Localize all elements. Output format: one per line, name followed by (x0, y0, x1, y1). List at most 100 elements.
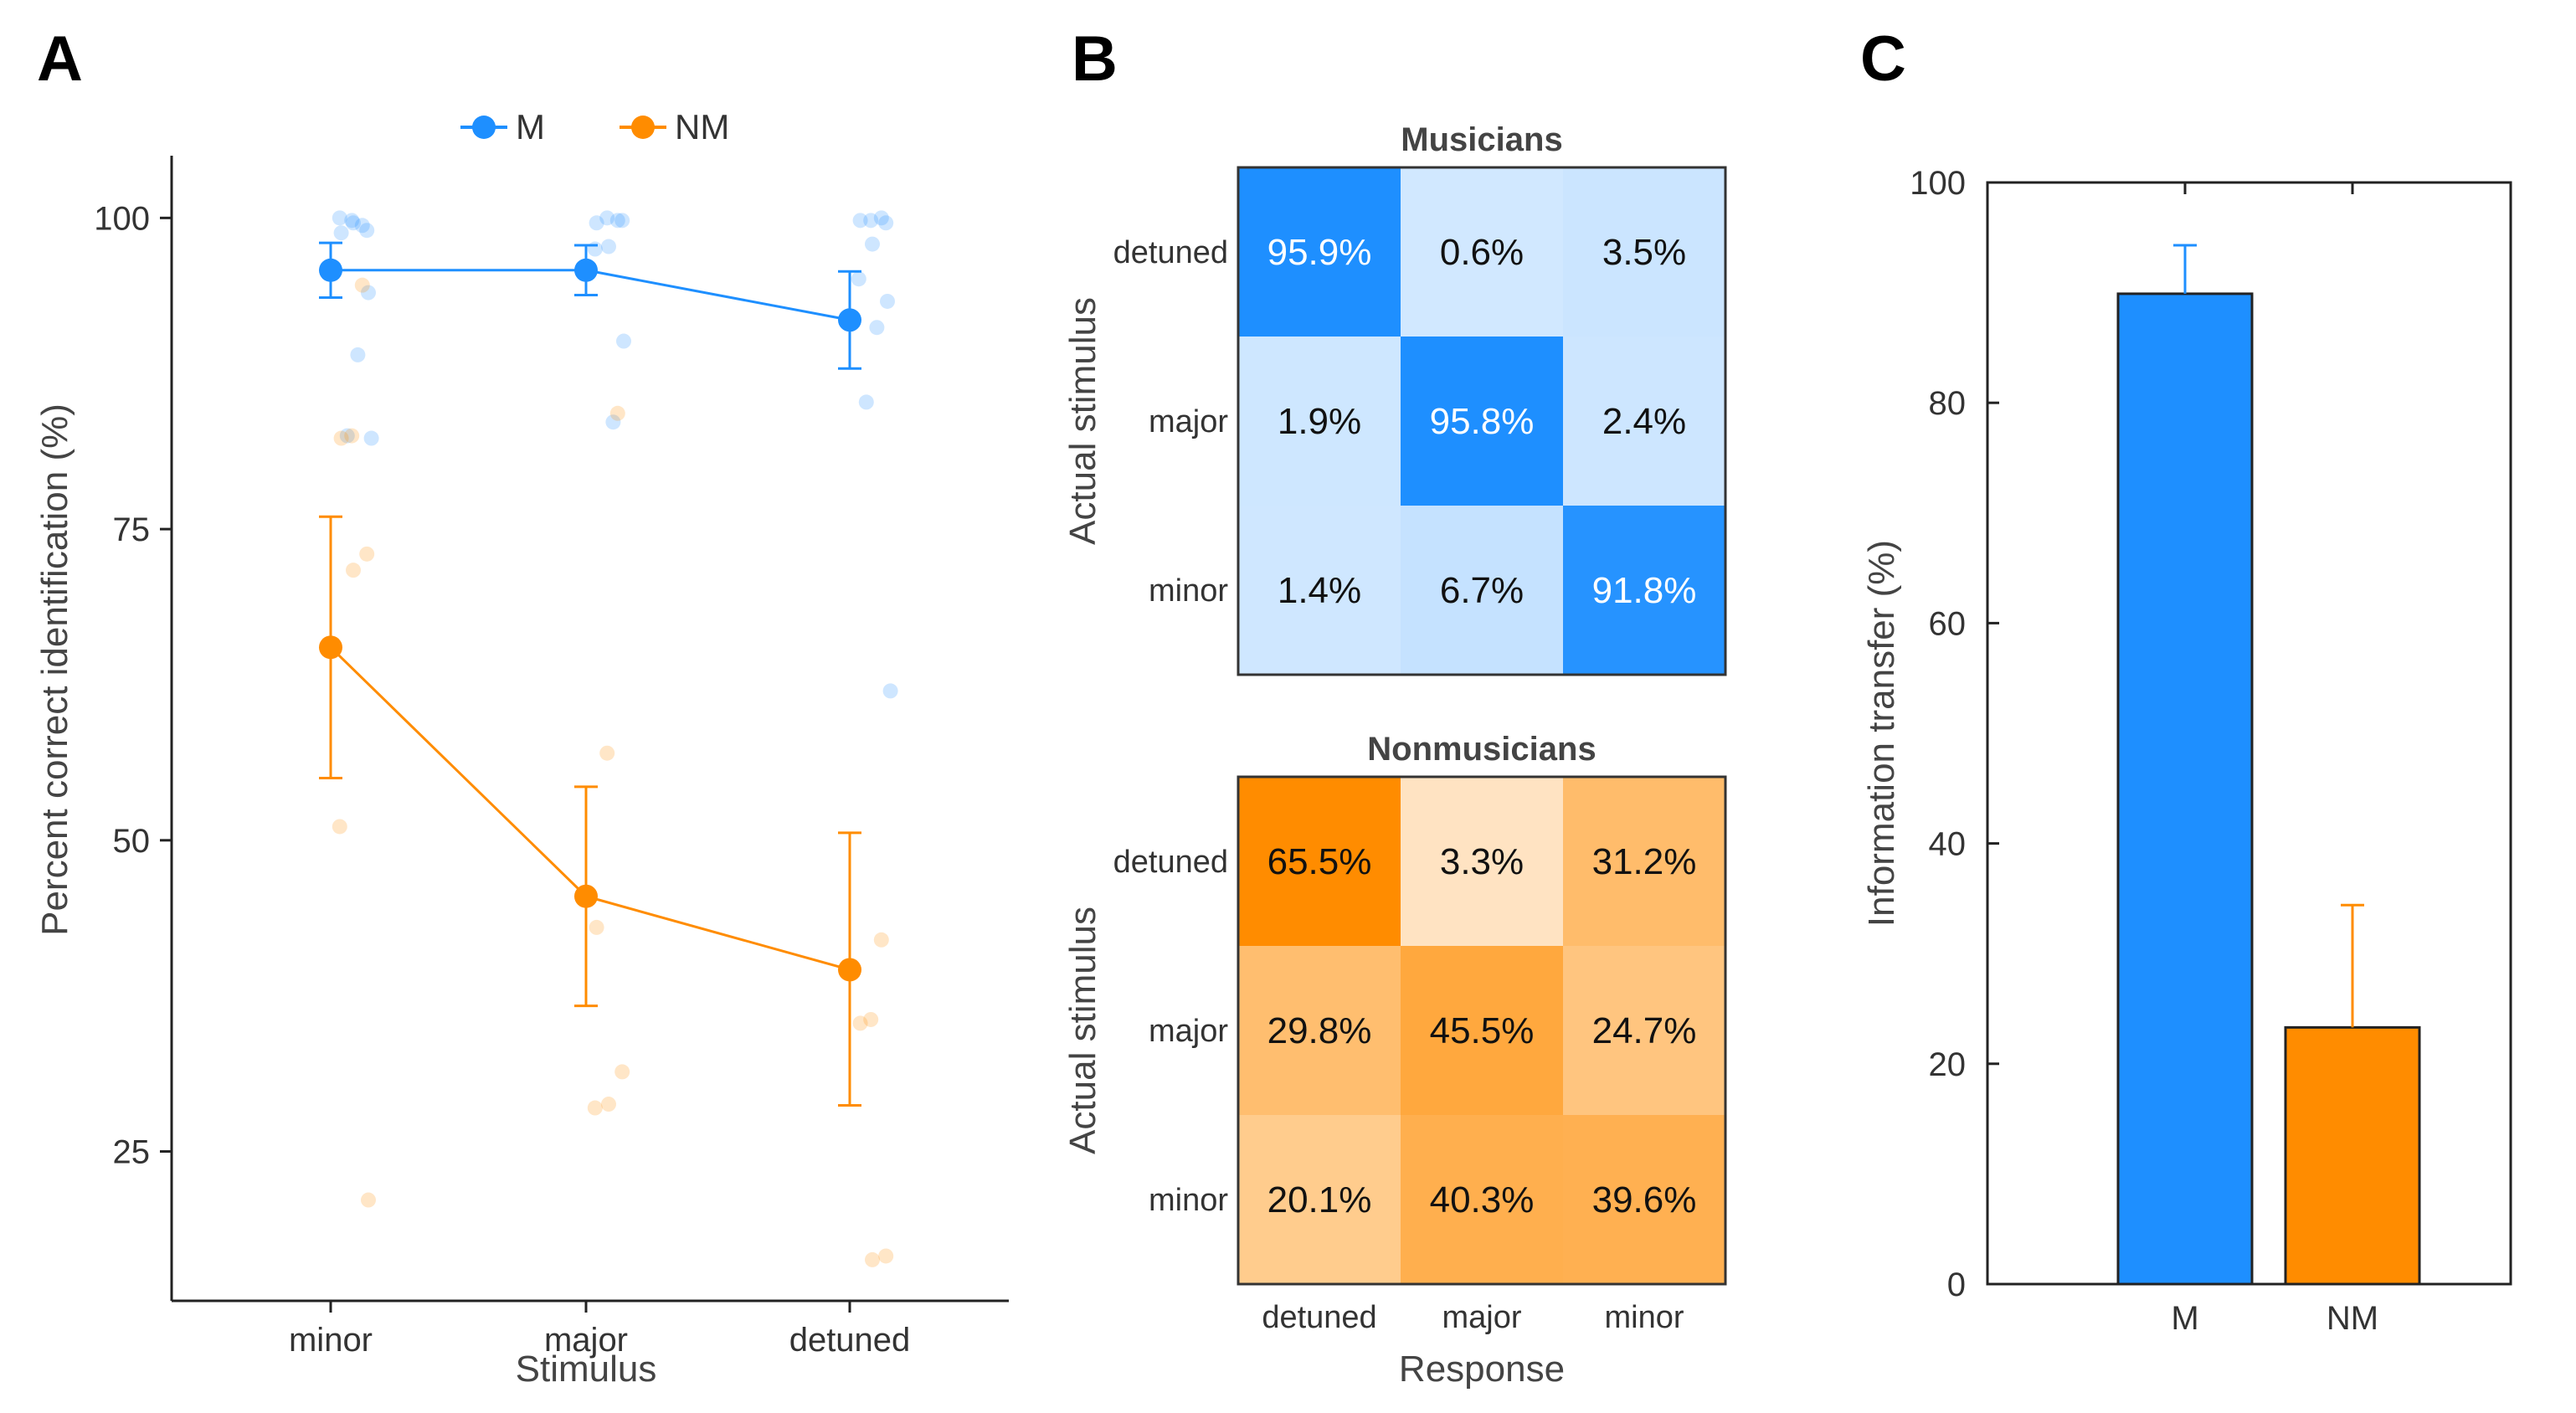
x-axis-label: Stimulus (516, 1349, 657, 1390)
panel-label-b: B (1072, 23, 1118, 95)
individual-point (869, 320, 885, 336)
row-label: major (1149, 1014, 1228, 1049)
individual-point (599, 210, 615, 226)
mean-marker (319, 635, 342, 660)
cell-value: 65.5% (1267, 841, 1372, 882)
cell-value: 91.8% (1592, 570, 1697, 611)
y-tick-label: 0 (1947, 1267, 1966, 1303)
individual-point (333, 225, 349, 241)
individual-point (599, 745, 615, 761)
y-tick-label: 100 (1910, 165, 1966, 202)
individual-point (333, 430, 349, 446)
cell-value: 3.3% (1440, 841, 1524, 882)
cell-value: 40.3% (1430, 1179, 1535, 1220)
individual-point (589, 919, 604, 935)
matrix-cell (1238, 1115, 1401, 1284)
series-line (329, 646, 851, 971)
individual-point (865, 236, 880, 252)
cell-value: 6.7% (1440, 570, 1524, 611)
panel-label-c: C (1860, 23, 1906, 95)
individual-point (359, 223, 375, 239)
matrix-cell (1401, 946, 1563, 1115)
matrix-cell (1238, 777, 1401, 946)
matrix-cell (1563, 1115, 1725, 1284)
y-tick-label: 50 (113, 823, 151, 860)
individual-point (882, 683, 898, 699)
individual-point (609, 405, 625, 421)
row-label: detuned (1113, 235, 1228, 270)
individual-point (587, 241, 603, 257)
matrix-border-nonmusicians (1237, 775, 1727, 1286)
matrix-cell (1401, 337, 1563, 506)
cell-value: 1.9% (1278, 401, 1361, 442)
column-label: minor (1604, 1300, 1684, 1335)
cell-value: 3.5% (1602, 232, 1686, 273)
matrix-cell (1563, 337, 1725, 506)
y-axis-label-nonmusicians: Actual stimulus (1062, 907, 1103, 1154)
cell-value: 31.2% (1592, 841, 1697, 882)
line-chart-accuracy: 25 50 75 100 minor major detuned Percent corr… (34, 107, 1009, 1390)
individual-point (852, 1015, 868, 1031)
column-label: major (1442, 1300, 1521, 1335)
cell-value: 39.6% (1592, 1179, 1697, 1220)
legend-marker-nm (631, 116, 655, 139)
mean-marker (574, 258, 598, 282)
individual-point (361, 1192, 376, 1208)
confusion-matrices: Musicians detuned 95.9% 0.6% 3.5% major 1.9% 9… (1062, 121, 1727, 1390)
matrix-cell (1563, 946, 1725, 1115)
matrix-border-musicians (1237, 166, 1727, 676)
individual-point (614, 1064, 630, 1080)
y-tick-label: 25 (113, 1134, 151, 1171)
x-tick-label: M (2171, 1300, 2198, 1337)
legend-label-nm: NM (675, 107, 729, 146)
y-tick-label: 20 (1929, 1046, 1967, 1083)
cell-value: 20.1% (1267, 1179, 1372, 1220)
matrix-cell (1563, 777, 1725, 946)
row-label: major (1149, 404, 1228, 439)
cell-value: 29.8% (1267, 1010, 1372, 1051)
matrix-cell (1238, 506, 1401, 675)
individual-point (880, 293, 895, 309)
cell-value: 95.9% (1267, 232, 1372, 273)
individual-point (616, 333, 631, 349)
row-label: minor (1149, 1183, 1228, 1218)
x-tick-label: NM (2327, 1300, 2378, 1337)
individual-point (350, 347, 366, 362)
mean-marker (838, 308, 861, 332)
x-tick-label: minor (289, 1322, 373, 1359)
individual-point (332, 819, 347, 835)
confusion-matrix-nonmusicians: detuned 65.5% 3.3% 31.2% major 29.8% 45.5% 24.7… (1113, 777, 1725, 1284)
individual-point (363, 430, 379, 446)
individual-point (339, 428, 355, 444)
matrix-cell (1401, 1115, 1563, 1284)
cell-value: 45.5% (1430, 1010, 1535, 1051)
y-tick-label: 75 (113, 511, 151, 548)
cell-value: 24.7% (1592, 1010, 1697, 1051)
individual-point (851, 271, 866, 287)
legend: M NM (460, 107, 729, 146)
individual-point (346, 215, 361, 231)
panel-label-a: A (37, 23, 83, 95)
mean-marker (574, 884, 598, 908)
individual-point (332, 210, 347, 226)
y-axis-label: Percent correct identification (%) (34, 403, 75, 936)
legend-marker-m (472, 116, 496, 139)
individual-point (589, 215, 604, 231)
individual-point (344, 428, 360, 444)
bar (2284, 1025, 2421, 1286)
x-tick-label: major (544, 1322, 628, 1359)
cell-value: 95.8% (1430, 401, 1535, 442)
y-tick-label: 40 (1929, 826, 1967, 863)
individual-point (878, 1248, 894, 1264)
x-axis-label-response: Response (1399, 1349, 1565, 1390)
column-label: detuned (1262, 1300, 1376, 1335)
matrix-title-musicians: Musicians (1401, 121, 1562, 158)
matrix-cell (1401, 167, 1563, 337)
individual-point (601, 239, 616, 254)
matrix-cell (1563, 506, 1725, 675)
y-tick-label: 60 (1929, 605, 1967, 642)
matrix-cell (1401, 777, 1563, 946)
individual-point (873, 210, 889, 226)
cell-value: 0.6% (1440, 232, 1524, 273)
